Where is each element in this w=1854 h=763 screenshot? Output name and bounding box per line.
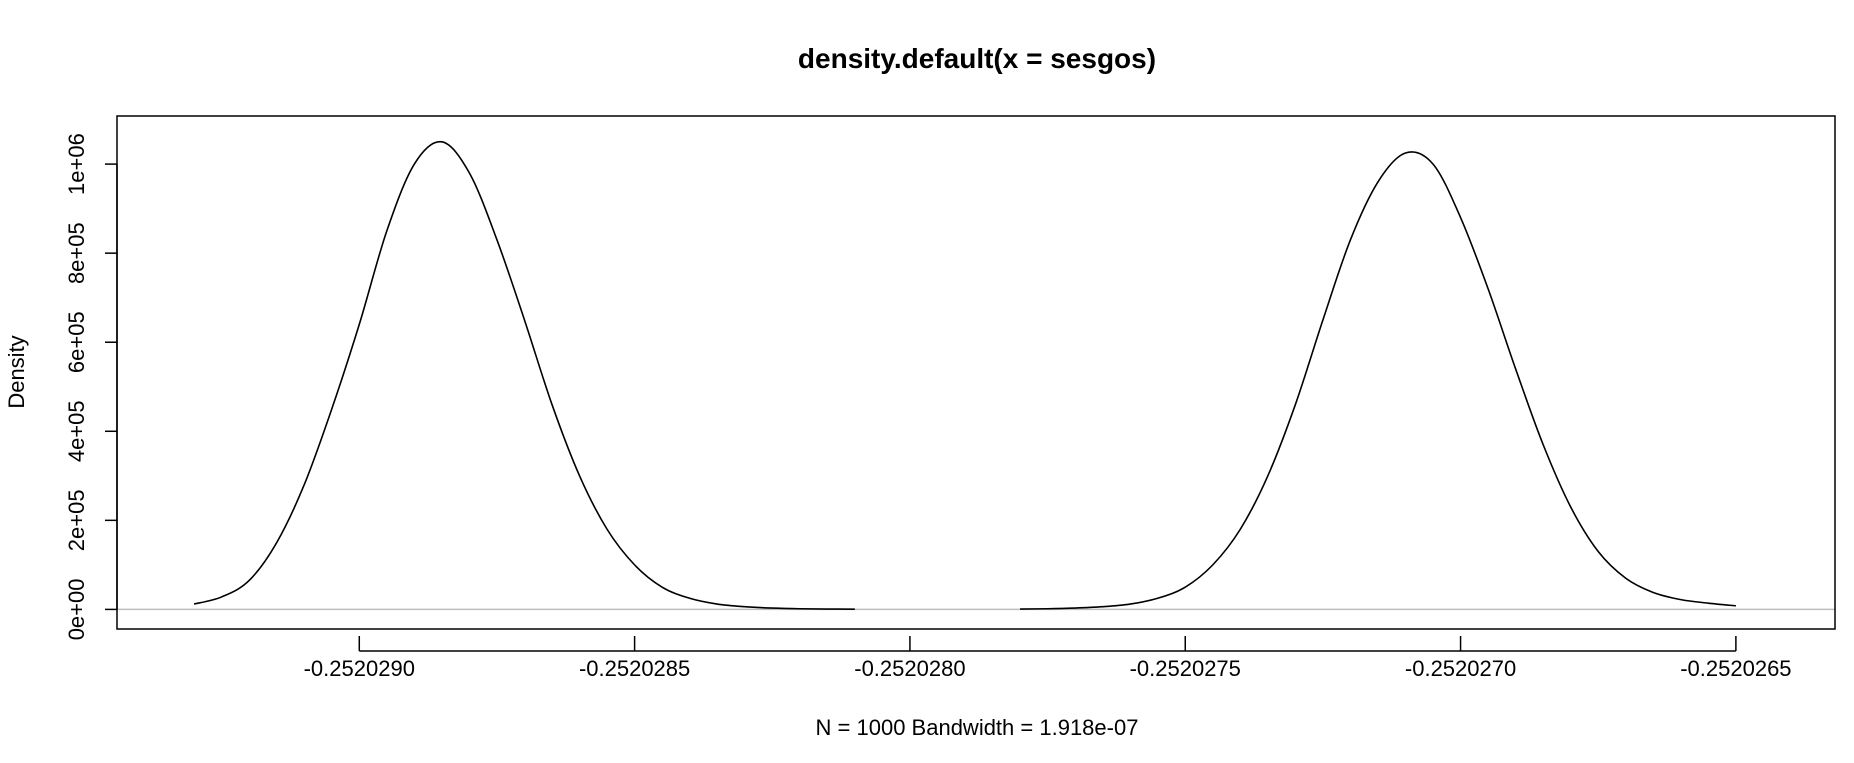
density-curve-2 [1020,151,1736,610]
y-tick-label: 8e+05 [64,222,89,284]
chart-title: density.default(x = sesgos) [798,43,1156,74]
density-curve-1 [193,140,855,610]
x-tick-label: -0.2520265 [1680,656,1791,681]
y-axis-label: Density [4,335,29,408]
density-curves [193,140,1736,610]
y-tick-label: 6e+05 [64,311,89,373]
plot-frame [116,115,1836,630]
y-axis: 0e+00 2e+05 4e+05 6e+05 8e+05 1e+06 [64,133,118,641]
x-tick-label: -0.2520280 [854,656,965,681]
x-tick-label: -0.2520290 [304,656,415,681]
x-tick-label: -0.2520270 [1405,656,1516,681]
x-axis-label: N = 1000 Bandwidth = 1.918e-07 [816,715,1139,740]
y-tick-label: 1e+06 [64,133,89,195]
y-tick-label: 0e+00 [64,579,89,641]
x-tick-label: -0.2520275 [1130,656,1241,681]
x-axis: -0.2520290 -0.2520285 -0.2520280 -0.2520275… [304,636,1792,681]
y-tick-label: 2e+05 [64,489,89,551]
y-tick-label: 4e+05 [64,400,89,462]
x-tick-label: -0.2520285 [579,656,690,681]
